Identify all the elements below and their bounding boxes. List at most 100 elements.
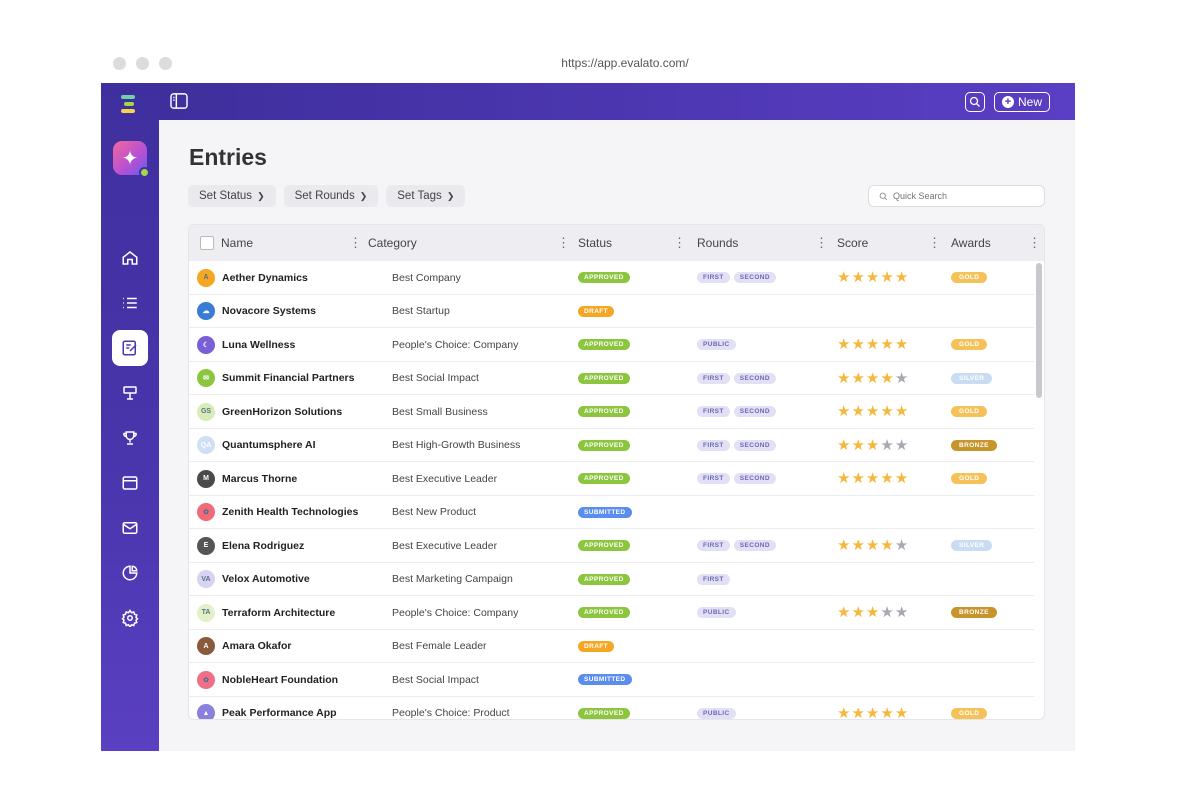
column-menu-icon[interactable]: ⋮ [1028,235,1041,250]
column-header-awards[interactable]: Awards ⋮ [951,225,1041,261]
table-row[interactable]: ▲ Peak Performance App People's Choice: Pr… [189,697,1034,719]
address-bar-url[interactable]: https://app.evalato.com/ [561,56,689,70]
column-menu-icon[interactable]: ⋮ [815,235,828,250]
table-row[interactable]: TA Terraform Architecture People's Choice:… [189,596,1034,630]
entry-name[interactable]: Peak Performance App [222,707,337,719]
entry-name[interactable]: Novacore Systems [222,305,316,317]
entry-name-cell[interactable]: ☁ Novacore Systems [197,295,316,328]
column-menu-icon[interactable]: ⋮ [349,235,362,250]
entry-name[interactable]: Zenith Health Technologies [222,506,359,518]
entry-name-cell[interactable]: M Marcus Thorne [197,462,297,495]
sidebar-toggle-icon[interactable] [170,93,188,109]
sidebar-item-settings[interactable] [101,595,159,640]
award-badge: GOLD [951,707,988,719]
status-badge[interactable]: APPROVED [578,406,630,417]
entry-name[interactable]: Summit Financial Partners [222,372,355,384]
column-header-category[interactable]: Category ⋮ [368,225,570,261]
entry-name[interactable]: Velox Automotive [222,573,310,585]
status-badge[interactable]: APPROVED [578,339,630,350]
table-row[interactable]: GS GreenHorizon Solutions Best Small Busin… [189,395,1034,429]
column-header-name[interactable]: Name ⋮ [200,225,362,261]
search-button[interactable] [965,92,985,112]
sidebar: ✦ [101,83,159,751]
table-row[interactable]: VA Velox Automotive Best Marketing Campaig… [189,563,1034,596]
program-logo-icon[interactable]: ✦ [113,141,150,178]
status-badge[interactable]: SUBMITTED [578,674,632,685]
entry-name[interactable]: Marcus Thorne [222,472,298,485]
entry-avatar: ☾ [197,335,215,354]
table-row[interactable]: ✿ NobleHeart Foundation Best Social Impact… [189,663,1034,697]
entry-name[interactable]: NobleHeart Foundation [222,673,339,686]
table-row[interactable]: QA Quantumsphere AI Best High-Growth Busin… [189,429,1034,462]
entry-name-cell[interactable]: VA Velox Automotive [197,563,310,596]
entry-name[interactable]: Quantumsphere AI [222,439,316,451]
status-badge[interactable]: DRAFT [578,305,615,317]
status-badge[interactable]: SUBMITTED [578,506,632,518]
entry-name-cell[interactable]: ✿ Zenith Health Technologies [197,496,358,529]
close-window-dot[interactable] [113,57,126,70]
sidebar-item-pages[interactable] [101,460,159,505]
quick-search-box[interactable] [868,185,1045,207]
entry-name[interactable]: Elena Rodriguez [222,539,305,552]
scrollbar-thumb[interactable] [1036,263,1042,398]
status-badge[interactable]: DRAFT [578,640,615,652]
status-badge[interactable]: APPROVED [578,540,630,551]
table-row[interactable]: E Elena Rodriguez Best Executive Leader APP… [189,529,1034,563]
entry-name-cell[interactable]: ▲ Peak Performance App [197,697,337,719]
column-label-score: Score [837,236,869,250]
sidebar-item-judging[interactable] [101,370,159,415]
entry-name-cell[interactable]: ✉ Summit Financial Partners [197,362,354,395]
status-badge[interactable]: APPROVED [578,372,630,384]
sidebar-item-messages[interactable] [101,505,159,550]
quick-search-input[interactable] [893,191,1033,201]
new-entry-button[interactable]: + New [994,92,1050,112]
column-menu-icon[interactable]: ⋮ [928,235,941,250]
sidebar-item-list[interactable] [101,280,159,325]
sidebar-item-entries[interactable] [101,325,159,370]
status-badge[interactable]: APPROVED [578,707,630,719]
set-rounds-dropdown[interactable]: Set Rounds ❯ [283,185,379,207]
table-row[interactable]: M Marcus Thorne Best Executive Leader APPRO… [189,462,1034,496]
entry-name-cell[interactable]: A Aether Dynamics [197,261,308,294]
entry-name-cell[interactable]: TA Terraform Architecture [197,596,335,629]
status-badge[interactable]: APPROVED [578,272,630,283]
entry-name[interactable]: Luna Wellness [222,338,296,351]
entry-name-cell[interactable]: QA Quantumsphere AI [197,429,316,462]
status-badge[interactable]: APPROVED [578,607,630,618]
sidebar-item-awards[interactable] [101,415,159,460]
table-row[interactable]: ✉ Summit Financial Partners Best Social Im… [189,362,1034,395]
maximize-window-dot[interactable] [159,57,172,70]
evalato-logo-icon[interactable] [121,95,139,115]
status-cell: APPROVED [578,429,630,462]
column-header-score[interactable]: Score ⋮ [837,225,941,261]
set-status-dropdown[interactable]: Set Status ❯ [188,185,276,207]
table-row[interactable]: ☁ Novacore Systems Best Startup DRAFT [189,295,1034,328]
table-row[interactable]: A Amara Okafor Best Female Leader DRAFT [189,630,1034,663]
column-menu-icon[interactable]: ⋮ [673,235,686,250]
entry-name[interactable]: Aether Dynamics [222,271,308,284]
select-all-checkbox[interactable] [200,236,214,250]
set-tags-dropdown[interactable]: Set Tags ❯ [386,185,466,207]
entry-name-cell[interactable]: A Amara Okafor [197,630,291,663]
sidebar-item-reports[interactable] [101,550,159,595]
table-row[interactable]: ☾ Luna Wellness People's Choice: Company AP… [189,328,1034,362]
table-row[interactable]: ✿ Zenith Health Technologies Best New Prod… [189,496,1034,529]
entry-name-cell[interactable]: E Elena Rodriguez [197,529,304,562]
sidebar-item-home[interactable] [101,235,159,280]
table-row[interactable]: A Aether Dynamics Best Company APPROVED FIRS… [189,261,1034,295]
column-header-status[interactable]: Status ⋮ [578,225,686,261]
rounds-cell: FIRST [697,563,730,596]
entry-name-cell[interactable]: GS GreenHorizon Solutions [197,395,342,428]
column-menu-icon[interactable]: ⋮ [557,235,570,250]
status-badge[interactable]: APPROVED [578,573,630,585]
entry-name[interactable]: Terraform Architecture [222,606,336,619]
entry-name-cell[interactable]: ✿ NobleHeart Foundation [197,663,338,696]
status-badge[interactable]: APPROVED [578,439,630,451]
entry-name[interactable]: Amara Okafor [222,640,292,652]
minimize-window-dot[interactable] [136,57,149,70]
entry-name-cell[interactable]: ☾ Luna Wellness [197,328,295,361]
table-scrollbar[interactable] [1034,261,1044,719]
column-header-rounds[interactable]: Rounds ⋮ [697,225,828,261]
status-badge[interactable]: APPROVED [578,473,630,484]
entry-name[interactable]: GreenHorizon Solutions [222,405,343,418]
